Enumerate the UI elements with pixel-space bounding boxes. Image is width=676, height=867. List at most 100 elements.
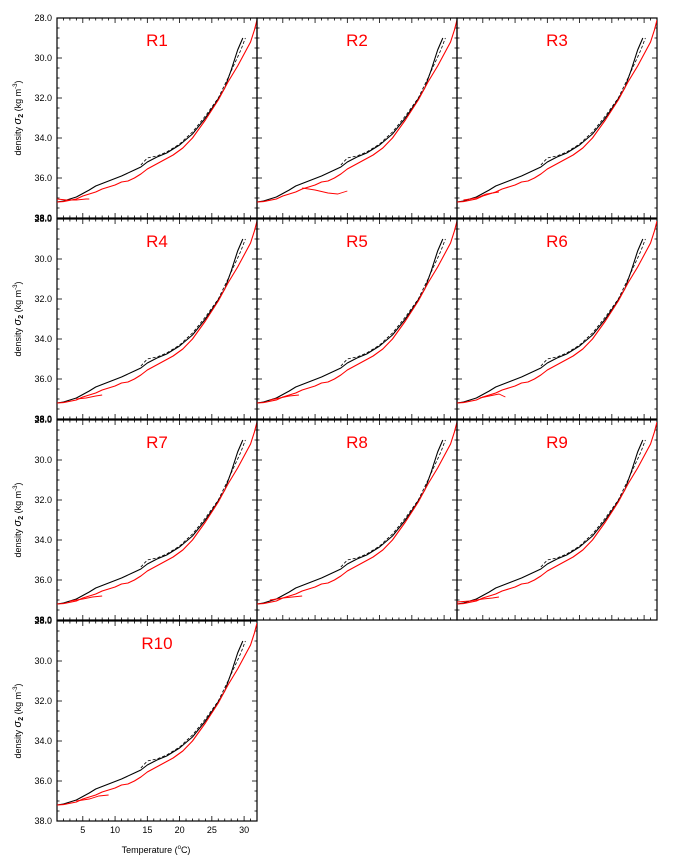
panel-r3: R3 (456, 17, 658, 219)
y-axis-label-subscript: 2 (18, 717, 25, 721)
y-tick-label: 38.0 (34, 213, 52, 223)
y-axis-label-symbol: σ (12, 318, 24, 325)
y-tick-label: 36.0 (34, 776, 52, 786)
series-line-black-solid (57, 238, 244, 404)
panel-label: R4 (146, 232, 168, 251)
y-tick-label: 34.0 (34, 736, 52, 746)
y-tick-label: 38.0 (34, 816, 52, 826)
y-axis-label: density σ2 (kg m-3) (12, 684, 25, 759)
series-line-black-solid (57, 439, 244, 605)
x-axis-label-suffix: C) (181, 845, 191, 855)
y-tick-label: 28.0 (34, 214, 52, 224)
panel-series (57, 19, 257, 203)
y-tick-label: 32.0 (34, 696, 52, 706)
y-axis-label-exponent: -3 (13, 485, 19, 491)
series-line-red-excursion (302, 187, 348, 195)
series-line-red-excursion (457, 596, 500, 603)
panel-r1: 28.0 30.0 32.0 34.0 36.0 38.0 density σ2 (kg m… (12, 13, 258, 223)
panel-label: R2 (346, 31, 368, 50)
panel-label: R9 (546, 433, 568, 452)
y-axis-label-units: (kg m (13, 692, 23, 717)
series-line-red-solid (257, 421, 457, 605)
y-tick-label: 32.0 (34, 294, 52, 304)
series-line-red-excursion (76, 394, 103, 400)
y-tick-label: 32.0 (34, 495, 52, 505)
y-axis-label-subscript: 2 (18, 315, 25, 319)
y-tick-label: 28.0 (34, 415, 52, 425)
panel-label: R1 (146, 31, 168, 50)
series-line-black-dashed (140, 37, 246, 166)
panel-series (257, 421, 457, 605)
series-line-black-dashed (140, 439, 246, 568)
series-line-red-excursion (69, 595, 103, 602)
y-axis-label-prefix: density (13, 325, 23, 356)
panel-label: R7 (146, 433, 168, 452)
panel-series (457, 220, 657, 404)
y-axis-label-close: ) (13, 483, 23, 486)
series-line-black-solid (457, 37, 644, 203)
y-axis-label-close: ) (13, 282, 23, 285)
y-axis-label-subscript: 2 (18, 114, 25, 118)
panel-label: R8 (346, 433, 368, 452)
y-tick-label: 36.0 (34, 575, 52, 585)
series-line-red-solid (57, 421, 257, 605)
panel-r4: 28.0 30.0 32.0 34.0 36.0 38.0 density σ2 (kg m… (12, 214, 258, 424)
panel-series (257, 19, 457, 203)
y-tick-label: 28.0 (34, 616, 52, 626)
panel-r8: R8 (256, 419, 458, 621)
y-axis-label: density σ2 (kg m-3) (12, 483, 25, 558)
y-axis-label-prefix: density (13, 526, 23, 557)
series-line-black-solid (57, 640, 244, 806)
series-line-red-excursion (57, 198, 90, 201)
series-line-red-excursion (463, 191, 500, 201)
y-tick-label: 28.0 (34, 13, 52, 23)
series-line-black-solid (457, 439, 644, 605)
panel-series (257, 220, 457, 404)
series-line-black-dashed (140, 238, 246, 367)
y-axis-label-symbol: σ (12, 519, 24, 526)
series-line-red-solid (57, 19, 257, 203)
y-tick-label: 30.0 (34, 656, 52, 666)
panel-r7: 28.0 30.0 32.0 34.0 36.0 38.0 density σ2 (kg m… (12, 415, 258, 625)
series-line-red-solid (57, 220, 257, 404)
x-tick-label: 5 (80, 825, 85, 835)
panel-series (57, 421, 257, 605)
y-tick-label: 36.0 (34, 374, 52, 384)
series-line-black-dashed (340, 37, 446, 166)
y-tick-label: 36.0 (34, 173, 52, 183)
y-axis-label-close: ) (13, 81, 23, 84)
series-line-black-solid (257, 37, 444, 203)
series-line-black-solid (57, 37, 244, 203)
series-line-black-dashed (540, 439, 646, 568)
series-line-red-excursion (269, 394, 299, 401)
y-tick-label: 30.0 (34, 455, 52, 465)
y-axis-label-prefix: density (13, 727, 23, 758)
series-line-red-excursion (76, 794, 109, 802)
y-axis-label-exponent: -3 (13, 83, 19, 89)
panel-series (57, 220, 257, 404)
y-axis-label-prefix: density (13, 124, 23, 155)
y-axis-label-exponent: -3 (13, 686, 19, 692)
panel-series (457, 19, 657, 203)
series-line-black-solid (257, 238, 444, 404)
series-line-black-solid (457, 238, 644, 404)
x-axis-label-degree: o (178, 845, 182, 851)
x-tick-label: 15 (142, 825, 152, 835)
y-tick-label: 30.0 (34, 53, 52, 63)
series-line-red-excursion (479, 393, 506, 399)
x-tick-label: 30 (239, 825, 249, 835)
x-axis-label: Temperature (oC) (122, 845, 191, 855)
y-tick-label: 30.0 (34, 254, 52, 264)
y-axis-label-units: (kg m (13, 290, 23, 315)
y-axis-label-units: (kg m (13, 89, 23, 114)
y-tick-label: 38.0 (34, 615, 52, 625)
y-tick-label: 34.0 (34, 133, 52, 143)
x-axis-label-prefix: Temperature ( (122, 845, 178, 855)
y-tick-label: 32.0 (34, 93, 52, 103)
y-axis-label-subscript: 2 (18, 516, 25, 520)
y-axis-label-exponent: -3 (13, 284, 19, 290)
panel-label: R6 (546, 232, 568, 251)
series-line-red-solid (457, 421, 657, 605)
